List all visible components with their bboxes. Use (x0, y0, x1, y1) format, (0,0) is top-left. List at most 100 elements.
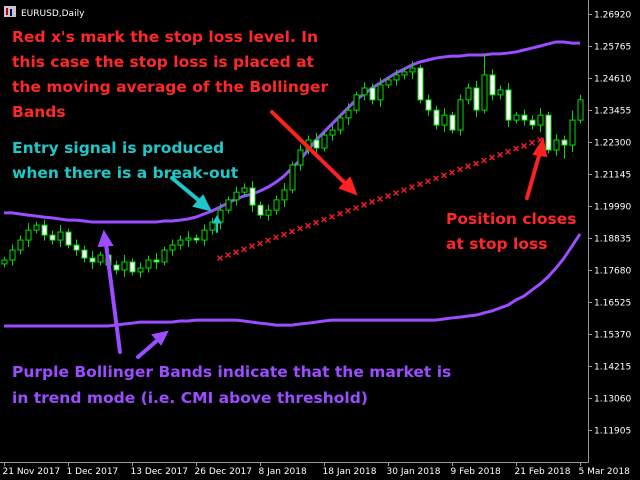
candle-body (417, 67, 424, 101)
candle (273, 195, 280, 215)
bollinger-band (4, 233, 582, 328)
candle (441, 108, 448, 133)
candle-body (513, 114, 520, 121)
candle-body (9, 249, 16, 261)
candle-body (521, 114, 528, 121)
candle (129, 258, 136, 276)
stop-loss-mark (505, 148, 511, 155)
candle-body (393, 74, 400, 81)
stop-loss-stroke (217, 255, 223, 262)
stop-loss-mark (497, 151, 503, 158)
y-tick-label: 1.15370 (594, 331, 631, 341)
stop-loss-stroke (321, 216, 327, 223)
stop-loss-stroke (249, 243, 255, 250)
annotation-text: Purple Bollinger Bands indicate that the… (12, 363, 451, 381)
annotations: Red x's mark the stop loss level. In this… (12, 28, 576, 407)
chart-title: EURUSD,Daily (21, 9, 85, 19)
candle-body (297, 149, 304, 166)
candle (513, 111, 520, 124)
candle-body (241, 187, 248, 193)
candle-body (337, 117, 344, 131)
candle (41, 219, 48, 241)
arrow (104, 242, 122, 354)
stop-loss-stroke (393, 190, 399, 196)
candle (145, 255, 152, 273)
candle-body (201, 229, 208, 241)
candle-body (529, 119, 536, 126)
candle (137, 262, 144, 278)
candle-body (161, 249, 168, 263)
arrow-head (532, 137, 548, 158)
candle-body (433, 109, 440, 126)
stop-loss-stroke (537, 137, 543, 144)
stop-loss-stroke (505, 148, 511, 155)
candle (537, 108, 544, 133)
stop-loss-mark (241, 246, 247, 253)
candle (73, 239, 80, 256)
annotation-text: when there is a break-out (12, 164, 239, 182)
candle (489, 69, 496, 101)
candle (257, 201, 264, 219)
stop-loss-stroke (273, 234, 279, 241)
stop-loss-stroke (481, 157, 487, 164)
candle-body (169, 244, 176, 251)
plot-area (1, 40, 584, 328)
candle-body (153, 259, 160, 263)
stop-loss-mark (489, 154, 495, 161)
candle (409, 61, 416, 79)
candle-body (249, 187, 256, 206)
candle-body (129, 261, 136, 273)
candle (569, 110, 576, 152)
stop-loss-stroke (417, 181, 423, 188)
candle (473, 81, 480, 118)
candle-body (1, 259, 8, 265)
stop-loss-mark (249, 243, 255, 250)
candle-body (401, 71, 408, 76)
stop-loss-mark (401, 187, 407, 194)
candle (561, 135, 568, 159)
candle-body (41, 224, 48, 236)
candle (249, 181, 256, 213)
stop-loss-stroke (377, 196, 383, 203)
stop-loss-mark (385, 193, 391, 199)
stop-loss-mark (473, 160, 479, 167)
candle (449, 111, 456, 134)
stop-loss-stroke (473, 160, 479, 167)
candle (1, 256, 8, 268)
stop-loss-stroke (457, 166, 463, 173)
candle (353, 91, 360, 114)
stop-loss-stroke (305, 222, 311, 229)
candle-body (313, 139, 320, 149)
candle-body (73, 244, 80, 251)
candle-body (553, 139, 560, 151)
arrow-head (192, 194, 212, 212)
stop-loss-stroke (337, 210, 343, 217)
candle-body (329, 129, 336, 136)
candle (153, 253, 160, 269)
candle (401, 67, 408, 80)
y-tick-label: 1.16525 (594, 299, 631, 309)
candle-body (489, 74, 496, 96)
candle (9, 244, 16, 266)
stop-loss-mark (393, 190, 399, 196)
stop-loss-mark (273, 234, 279, 241)
candle-body (273, 199, 280, 211)
stop-loss-stroke (281, 231, 287, 238)
candle-body (113, 264, 120, 271)
y-tick-label: 1.13060 (594, 395, 631, 405)
candle (369, 83, 376, 105)
y-tick-label: 1.23455 (594, 107, 631, 117)
stop-loss-stroke (329, 213, 335, 220)
candle-body (569, 119, 576, 146)
stop-loss-stroke (441, 172, 447, 179)
stop-loss-mark (313, 219, 319, 226)
stop-loss-mark (433, 175, 439, 182)
candle (113, 260, 120, 275)
annotation-text: in trend mode (i.e. CMI above threshold) (12, 389, 368, 407)
candle (81, 245, 88, 263)
candle (89, 251, 96, 269)
candle-body (377, 84, 384, 101)
candle-body (425, 99, 432, 111)
stop-loss-mark (521, 142, 527, 149)
